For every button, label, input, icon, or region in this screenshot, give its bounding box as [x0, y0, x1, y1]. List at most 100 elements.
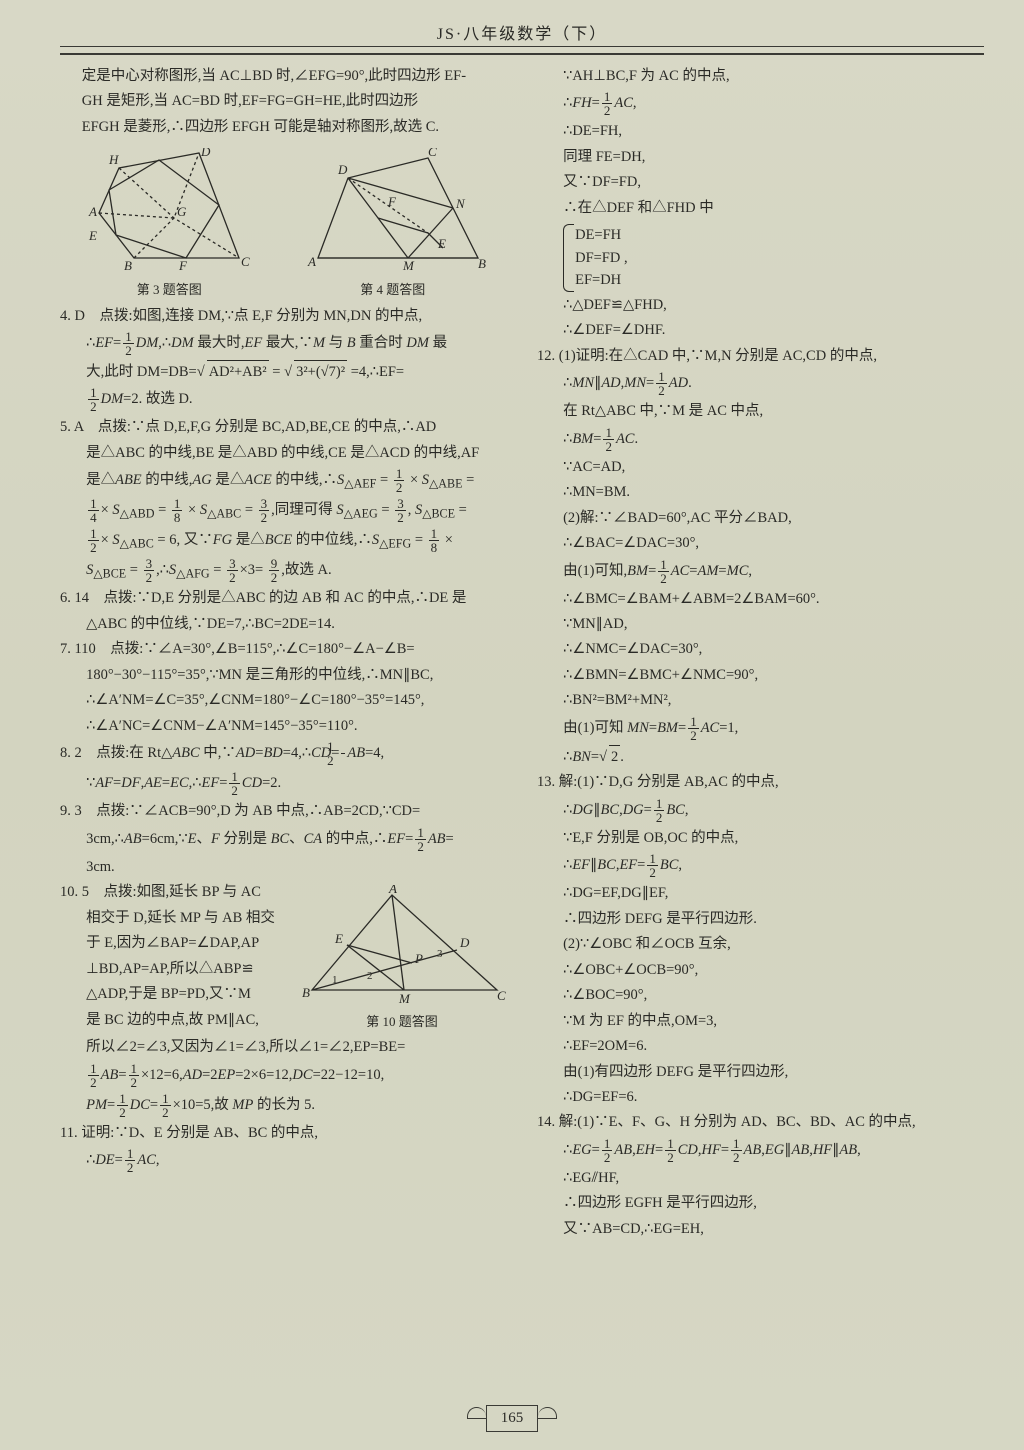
svg-text:D: D [200, 148, 211, 159]
q5-line-a: 5. A 点拨:∵点 D,E,F,G 分别是 BC,AD,BE,CE 的中点,∴… [60, 416, 507, 438]
svg-text:A: A [88, 204, 97, 219]
figure-3: A H D C B E F G 第 3 题答图 [79, 144, 259, 300]
svg-text:A: A [388, 885, 397, 896]
q12-o: 由(1)可知 MN=BM=12AC=1, [537, 715, 984, 742]
svg-text:H: H [108, 152, 119, 167]
intro-line-1: 定是中心对称图形,当 AC⊥BD 时,∠EFG=90°,此时四边形 EF- [60, 65, 507, 87]
svg-text:M: M [398, 991, 411, 1006]
intro-line-2: GH 是矩形,当 AC=BD 时,EF=FG=GH=HE,此时四边形 [60, 90, 507, 112]
q12-b: ∴MN∥AD,MN=12AD. [537, 370, 984, 397]
q7-line-a: 7. 110 点拨:∵∠A=30°,∠B=115°,∴∠C=180°−∠A−∠B… [60, 638, 507, 660]
q4-line-d: 12DM=2. 故选 D. [60, 386, 507, 413]
q12-p: ∴BN=√2. [537, 745, 984, 768]
q13-k: ∴EF=2OM=6. [537, 1035, 984, 1057]
svg-text:G: G [177, 204, 187, 219]
q6-line-b: △ABC 的中位线,∵DE=7,∴BC=2DE=14. [60, 613, 507, 635]
svg-text:C: C [497, 988, 506, 1003]
q13-m: ∴DG=EF=6. [537, 1086, 984, 1108]
q12-c: 在 Rt△ABC 中,∵M 是 AC 中点, [537, 400, 984, 422]
q7-line-b: 180°−30°−115°=35°,∵MN 是三角形的中位线,∴MN∥BC, [60, 664, 507, 686]
r-l4: 同理 FE=DH, [537, 146, 984, 168]
q7-line-d: ∴∠A′NC=∠CNM−∠A′NM=145°−35°=110°. [60, 715, 507, 737]
r-l8: ∴∠DEF=∠DHF. [537, 319, 984, 341]
q11-line-b: ∴DE=12AC, [60, 1147, 507, 1174]
q10-line-g: 所以∠2=∠3,又因为∠1=∠3,所以∠1=∠2,EP=BE= [60, 1036, 507, 1058]
q13-e: ∴DG=EF,DG∥EF, [537, 882, 984, 904]
brace1-c: EF=DH [575, 269, 628, 291]
q8-line-a: 8. 2 点拨:在 Rt△ABC 中,∵AD=BD=4,∴CD=12AB=4, [60, 740, 507, 767]
page-footer: 165 [0, 1405, 1024, 1432]
q9-line-b: 3cm,∴AB=6cm,∵E、F 分别是 BC、CA 的中点,∴EF=12AB= [60, 826, 507, 853]
page-number: 165 [486, 1405, 539, 1432]
q6-line-a: 6. 14 点拨:∵D,E 分别是△ABC 的边 AB 和 AC 的中点,∴DE… [60, 587, 507, 609]
q12-k: ∵MN∥AD, [537, 613, 984, 635]
q13-d: ∴EF∥BC,EF=12BC, [537, 852, 984, 879]
svg-text:E: E [334, 931, 343, 946]
q13-l: 由(1)有四边形 DEFG 是平行四边形, [537, 1061, 984, 1083]
q12-l: ∴∠NMC=∠DAC=30°, [537, 638, 984, 660]
svg-text:E: E [88, 228, 97, 243]
q12-f: ∴MN=BM. [537, 481, 984, 503]
q12-j: ∴∠BMC=∠BAM+∠ABM=2∠BAM=60°. [537, 588, 984, 610]
svg-text:3: 3 [437, 948, 443, 960]
figure-4-svg: A D C B M N F E [298, 148, 488, 278]
figure-4-caption: 第 4 题答图 [298, 280, 488, 300]
svg-text:D: D [459, 935, 470, 950]
q12-g: (2)解:∵∠BAD=60°,AC 平分∠BAD, [537, 507, 984, 529]
page-container: JS·八年级数学（下） 定是中心对称图形,当 AC⊥BD 时,∠EFG=90°,… [0, 0, 1024, 1450]
q13-f: ∴四边形 DEFG 是平行四边形. [537, 908, 984, 930]
r-l7: ∴△DEF≌△FHD, [537, 294, 984, 316]
q7-line-c: ∴∠A′NM=∠C=35°,∠CNM=180°−∠C=180°−35°=145°… [60, 689, 507, 711]
q13-j: ∵M 为 EF 的中点,OM=3, [537, 1010, 984, 1032]
q13-c: ∵E,F 分别是 OB,OC 的中点, [537, 827, 984, 849]
q10-line-i: PM=12DC=12×10=5,故 MP 的长为 5. [60, 1092, 507, 1119]
r-l5: 又∵DF=FD, [537, 171, 984, 193]
q5-line-d: 14× S△ABD = 18 × S△ABC = 32,同理可得 S△AEG =… [60, 497, 507, 524]
svg-text:E: E [437, 236, 446, 251]
q13-i: ∴∠BOC=90°, [537, 984, 984, 1006]
q12-d: ∴BM=12AC. [537, 426, 984, 453]
svg-text:2: 2 [367, 970, 373, 982]
q14-d: ∴四边形 EGFH 是平行四边形, [537, 1192, 984, 1214]
q14-c: ∴EG⫽HF, [537, 1167, 984, 1189]
q8-line-b: ∵AF=DF,AE=EC,∴EF=12CD=2. [60, 770, 507, 797]
svg-text:F: F [178, 258, 188, 273]
svg-text:B: B [478, 256, 486, 271]
q12-a: 12. (1)证明:在△CAD 中,∵M,N 分别是 AC,CD 的中点, [537, 345, 984, 367]
svg-text:N: N [455, 196, 466, 211]
figure-10-svg: A B C D E M P 1 2 3 [297, 885, 507, 1010]
q12-h: ∴∠BAC=∠DAC=30°, [537, 532, 984, 554]
left-column: 定是中心对称图形,当 AC⊥BD 时,∠EFG=90°,此时四边形 EF- GH… [60, 65, 507, 1395]
brace1-a: DE=FH [575, 224, 628, 246]
q13-h: ∴∠OBC+∠OCB=90°, [537, 959, 984, 981]
q10-line-h: 12AB=12×12=6,AD=2EP=2×6=12,DC=22−12=10, [60, 1062, 507, 1089]
svg-text:D: D [337, 162, 348, 177]
q12-n: ∴BN²=BM²+MN², [537, 689, 984, 711]
brace-group-1: DE=FH DF=FD , EF=DH [537, 222, 984, 293]
q9-line-c: 3cm. [60, 856, 507, 878]
content-columns: 定是中心对称图形,当 AC⊥BD 时,∠EFG=90°,此时四边形 EF- GH… [60, 65, 984, 1395]
q5-line-c: 是△ABE 的中线,AG 是△ACE 的中线,∴S△AEF = 12 × S△A… [60, 467, 507, 494]
q12-i: 由(1)可知,BM=12AC=AM=MC, [537, 558, 984, 585]
figure-3-caption: 第 3 题答图 [79, 280, 259, 300]
q13-g: (2)∵∠OBC 和∠OCB 互余, [537, 933, 984, 955]
page-header: JS·八年级数学（下） [60, 20, 984, 55]
svg-text:C: C [241, 254, 250, 269]
svg-text:P: P [414, 951, 423, 966]
figure-row-3-4: A H D C B E F G 第 3 题答图 [60, 144, 507, 300]
q14-e: 又∵AB=CD,∴EG=EH, [537, 1218, 984, 1240]
header-title: JS·八年级数学（下） [437, 26, 607, 43]
figure-10: A B C D E M P 1 2 3 第 10 题答图 [297, 881, 507, 1032]
svg-text:B: B [124, 258, 132, 273]
q5-line-e: 12× S△ABC = 6, 又∵FG 是△BCE 的中位线,∴S△EFG = … [60, 527, 507, 554]
figure-10-caption: 第 10 题答图 [297, 1012, 507, 1032]
r-l3: ∴DE=FH, [537, 120, 984, 142]
q14-b: ∴EG=12AB,EH=12CD,HF=12AB,EG∥AB,HF∥AB, [537, 1137, 984, 1164]
q5-line-b: 是△ABC 的中线,BE 是△ABD 的中线,CE 是△ACD 的中线,AF [60, 442, 507, 464]
q5-line-f: S△BCE = 32,∴S△AFG = 32×3= 92,故选 A. [60, 557, 507, 584]
q12-e: ∵AC=AD, [537, 456, 984, 478]
q4-line-b: ∴EF=12DM,∴DM 最大时,EF 最大,∵M 与 B 重合时 DM 最 [60, 330, 507, 357]
q13-a: 13. 解:(1)∵D,G 分别是 AB,AC 的中点, [537, 771, 984, 793]
svg-text:1: 1 [332, 974, 338, 986]
svg-text:A: A [307, 254, 316, 269]
